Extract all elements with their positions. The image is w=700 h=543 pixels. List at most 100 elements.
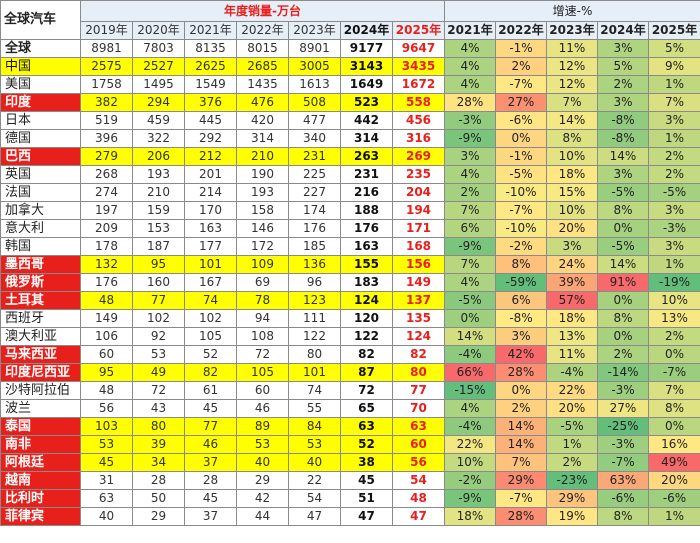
growth-value: 6%: [495, 291, 547, 310]
sales-value: 2685: [236, 57, 289, 76]
sales-value: 135: [392, 309, 445, 328]
sales-value: 102: [184, 309, 237, 328]
table-row: 俄罗斯 176 160 167 69 96 183 149 4% -59% 39% 91% -19%: [0, 273, 700, 292]
sales-value: 53: [80, 435, 133, 454]
sales-value: 190: [236, 165, 289, 184]
growth-value: 7%: [495, 453, 547, 472]
sales-value: 111: [288, 309, 341, 328]
growth-value: -5%: [597, 183, 649, 202]
sales-value: 50: [132, 489, 185, 508]
sales-value: 22: [288, 471, 341, 490]
sales-value: 47: [340, 507, 393, 526]
sales-value: 477: [288, 111, 341, 130]
sales-value: 60: [236, 381, 289, 400]
sales-value: 193: [132, 165, 185, 184]
sales-value: 519: [80, 111, 133, 130]
growth-value: 10%: [444, 453, 496, 472]
table-row: 西班牙 149 102 102 94 111 120 135 0% -8% 18% 8% 13%: [0, 309, 700, 328]
growth-value: 2%: [647, 327, 700, 346]
sales-value: 45: [184, 489, 237, 508]
sales-value: 40: [80, 507, 133, 526]
year-header: 2024年: [340, 21, 393, 40]
sales-value: 74: [288, 381, 341, 400]
year-header: 2020年: [132, 21, 185, 40]
sales-value: 124: [392, 327, 445, 346]
sales-value: 39: [132, 435, 185, 454]
sales-value: 137: [392, 291, 445, 310]
sales-value: 171: [392, 219, 445, 238]
country-name: 南非: [0, 435, 81, 454]
sales-value: 235: [392, 165, 445, 184]
sales-value: 28: [184, 471, 237, 490]
sales-value: 1435: [236, 75, 289, 94]
sales-value: 69: [236, 273, 289, 292]
sales-value: 263: [340, 147, 393, 166]
sales-value: 3143: [340, 57, 393, 76]
sales-value: 72: [236, 345, 289, 364]
sales-value: 96: [288, 273, 341, 292]
sales-value: 9177: [340, 39, 393, 58]
growth-value: -3%: [597, 435, 649, 454]
table-row: 澳大利亚 106 92 105 108 122 122 124 14% 3% 13% 0% 2%: [0, 327, 700, 346]
table-row: 全球 8981 7803 8135 8015 8901 9177 9647 4% -1% 11% 3%…: [0, 39, 700, 58]
sales-value: 172: [236, 237, 289, 256]
country-name: 俄罗斯: [0, 273, 81, 292]
sales-value: 2575: [80, 57, 133, 76]
sales-value: 92: [132, 327, 185, 346]
growth-value: 2%: [647, 165, 700, 184]
growth-value: 14%: [444, 327, 496, 346]
sales-value: 8135: [184, 39, 237, 58]
growth-value: -15%: [444, 381, 496, 400]
sales-value: 47: [288, 507, 341, 526]
growth-value: -6%: [647, 489, 700, 508]
growth-value: -8%: [597, 111, 649, 130]
sales-value: 2625: [184, 57, 237, 76]
growth-value: 7%: [444, 255, 496, 274]
growth-value: 2%: [546, 453, 598, 472]
growth-value: 3%: [647, 111, 700, 130]
sales-value: 279: [80, 147, 133, 166]
sales-value: 231: [340, 165, 393, 184]
country-name: 波兰: [0, 399, 81, 418]
table-row: 墨西哥 132 95 101 109 136 155 156 7% 8% 24% 14% 1%: [0, 255, 700, 274]
sales-value: 8015: [236, 39, 289, 58]
sales-value: 80: [132, 417, 185, 436]
country-name: 西班牙: [0, 309, 81, 328]
growth-value: 3%: [647, 201, 700, 220]
growth-value: 27%: [495, 93, 547, 112]
growth-year-header: 2021年: [444, 21, 496, 40]
sales-value: 72: [340, 381, 393, 400]
sales-value: 34: [132, 453, 185, 472]
growth-value: -4%: [546, 363, 598, 382]
sales-value: 77: [132, 291, 185, 310]
sales-value: 53: [288, 435, 341, 454]
table-row: 加拿大 197 159 170 158 174 188 194 7% -7% 10% 8% 3%: [0, 201, 700, 220]
sales-value: 206: [132, 147, 185, 166]
country-name: 加拿大: [0, 201, 81, 220]
growth-value: 7%: [647, 381, 700, 400]
growth-value: 91%: [597, 273, 649, 292]
growth-value: 14%: [597, 255, 649, 274]
sales-value: 56: [80, 399, 133, 418]
growth-value: 27%: [597, 399, 649, 418]
sales-value: 54: [392, 471, 445, 490]
country-name: 印度尼西亚: [0, 363, 81, 382]
sales-value: 210: [132, 183, 185, 202]
sales-value: 153: [132, 219, 185, 238]
country-name: 巴西: [0, 147, 81, 166]
table-body: 全球 8981 7803 8135 8015 8901 9177 9647 4% -1% 11% 3%…: [0, 39, 700, 526]
sales-value: 45: [340, 471, 393, 490]
sales-value: 396: [80, 129, 133, 148]
sales-value: 274: [80, 183, 133, 202]
sales-value: 46: [236, 399, 289, 418]
sales-value: 476: [236, 93, 289, 112]
table-caption: 全球汽车: [0, 0, 81, 40]
sales-value: 44: [236, 507, 289, 526]
sales-value: 176: [288, 219, 341, 238]
sales-value: 60: [80, 345, 133, 364]
growth-value: -6%: [495, 111, 547, 130]
sales-value: 87: [340, 363, 393, 382]
country-name: 中国: [0, 57, 81, 76]
growth-value: 0%: [444, 309, 496, 328]
sales-value: 376: [184, 93, 237, 112]
